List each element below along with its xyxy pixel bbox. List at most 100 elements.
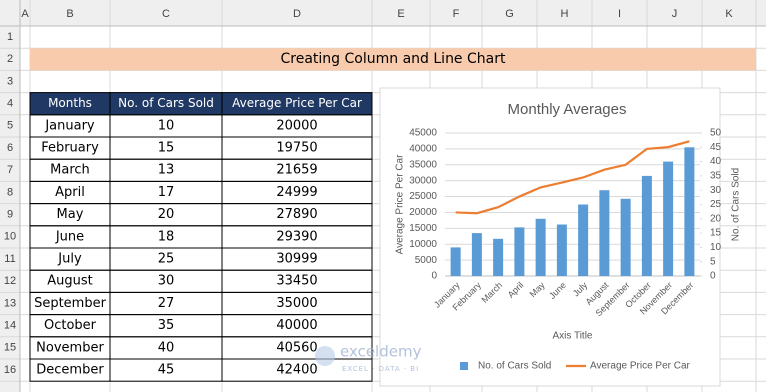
bar	[471, 233, 482, 276]
row-header: 7	[7, 164, 13, 176]
y2-tick-label: 50	[710, 128, 722, 139]
y2-tick-label: 40	[710, 156, 722, 167]
table-text: 33450	[276, 274, 317, 289]
title-bar	[30, 48, 756, 71]
table-text: 18	[158, 229, 175, 244]
table-text: 27	[158, 296, 175, 311]
bar	[684, 147, 695, 276]
column-header: H	[561, 8, 569, 20]
row-header: 13	[4, 297, 16, 309]
y-tick-label: 45000	[409, 128, 437, 139]
bar	[514, 227, 525, 276]
column-header: K	[725, 8, 733, 20]
row-header: 3	[7, 75, 13, 87]
y-tick-label: 0	[431, 271, 437, 282]
row-header: 16	[4, 364, 16, 376]
table-header: Average Price Per Car	[232, 96, 362, 110]
row-header: 15	[4, 342, 16, 354]
table-text: 30999	[276, 252, 317, 267]
table-text: January	[44, 118, 95, 133]
row-header: 11	[4, 253, 15, 265]
legend-swatch	[460, 362, 468, 370]
y2-tick-label: 15	[710, 228, 722, 239]
row-header: 9	[7, 209, 13, 221]
row-header: 4	[7, 98, 13, 110]
table-text: 29390	[276, 229, 317, 244]
x-axis-label: Axis Title	[552, 331, 592, 342]
column-header: D	[293, 8, 301, 20]
column-header: I	[618, 8, 621, 20]
table-cell	[221, 358, 373, 382]
y-axis-label: Average Price Per Car	[395, 154, 406, 255]
watermark-logo	[315, 346, 335, 366]
y-tick-label: 40000	[409, 144, 437, 155]
table-text: 35	[158, 318, 175, 333]
table-text: June	[55, 229, 84, 244]
table-text: 40	[158, 340, 175, 355]
table-text: October	[44, 318, 97, 333]
column-header: B	[66, 8, 73, 20]
column-header: C	[162, 8, 170, 20]
table-text: 25	[158, 252, 175, 267]
table-text: 35000	[276, 296, 317, 311]
table-text: 30	[158, 274, 175, 289]
watermark-tagline: EXCEL · DATA · BI	[342, 365, 419, 373]
bar	[620, 198, 631, 276]
table-text: 27890	[276, 207, 317, 222]
row-header: 8	[7, 186, 13, 198]
table-text: May	[57, 207, 84, 222]
row-header: 5	[7, 120, 13, 132]
table-text: 19750	[276, 141, 317, 156]
row-header-bar	[0, 0, 20, 392]
y-tick-label: 35000	[409, 159, 437, 170]
bar	[599, 190, 610, 276]
y2-tick-label: 0	[710, 271, 716, 282]
table-text: 17	[158, 185, 175, 200]
column-header: E	[397, 8, 404, 20]
table-text: 13	[158, 163, 175, 178]
y2-tick-label: 45	[710, 142, 722, 153]
table-text: 24999	[276, 185, 317, 200]
table-text: 45	[158, 363, 175, 378]
table-text: 20000	[276, 118, 317, 133]
y-tick-label: 10000	[409, 239, 437, 250]
row-header: 2	[7, 53, 13, 65]
bar	[493, 238, 504, 276]
sheet-title: Creating Column and Line Chart	[281, 51, 506, 67]
row-header: 6	[7, 142, 13, 154]
bar	[663, 161, 674, 276]
table-text: March	[50, 163, 90, 178]
y2-axis-label: No. of Cars Sold	[731, 168, 742, 241]
watermark-name: exceldemy	[340, 343, 422, 361]
table-text: 10	[158, 118, 175, 133]
table-text: 40560	[276, 340, 317, 355]
column-header: F	[453, 8, 460, 20]
table-text: August	[47, 274, 93, 289]
table-text: July	[57, 252, 82, 267]
table-text: 20	[158, 207, 175, 222]
row-header: 14	[4, 320, 16, 332]
table-text: April	[55, 185, 85, 200]
line	[455, 140, 690, 215]
y2-tick-label: 10	[710, 242, 722, 253]
y-tick-label: 5000	[415, 255, 438, 266]
bar	[556, 224, 567, 276]
y2-tick-label: 5	[710, 256, 716, 267]
table-text: 42400	[276, 363, 317, 378]
y2-tick-label: 25	[710, 199, 722, 210]
table-text: 40000	[276, 318, 317, 333]
column-header: G	[505, 8, 514, 20]
row-header: 10	[4, 231, 16, 243]
table-text: February	[41, 141, 99, 156]
bar	[450, 247, 461, 276]
legend-label: No. of Cars Sold	[478, 361, 551, 372]
chart-title: Monthly Averages	[508, 101, 627, 118]
y-tick-label: 30000	[409, 175, 437, 186]
y-tick-label: 25000	[409, 191, 437, 202]
bar	[535, 218, 546, 276]
table-text: 21659	[276, 163, 317, 178]
row-header: 12	[4, 275, 16, 287]
column-header-bar	[0, 0, 766, 26]
table-header: Months	[48, 96, 92, 110]
column-header: J	[672, 8, 678, 20]
